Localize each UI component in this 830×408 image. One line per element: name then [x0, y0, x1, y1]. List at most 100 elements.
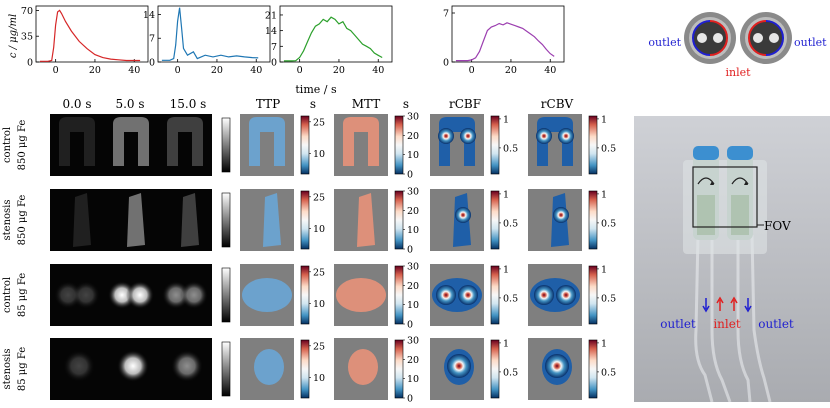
- mtt-region: [336, 278, 386, 312]
- frame-bg: [50, 189, 104, 251]
- schematic-inlet: inlet: [725, 66, 751, 79]
- y-tick-label: 7: [443, 9, 449, 20]
- map-ttp: 25 10: [240, 264, 325, 326]
- map-rcbv: 10.5: [528, 114, 616, 176]
- colorbar-tick-label: 10: [313, 299, 325, 310]
- mtt-region: [348, 349, 378, 385]
- colorbar-tick-label: 1: [503, 114, 509, 125]
- plot-frame: [157, 5, 271, 63]
- header-frame-1: 5.0 s: [115, 97, 144, 111]
- colorbar: [490, 339, 500, 399]
- green-curve-line: [283, 16, 383, 62]
- x-tick-label: 40: [544, 65, 556, 76]
- colorbar: [394, 265, 404, 325]
- frame-bg: [158, 189, 212, 251]
- grayscale-colorbar: [221, 192, 231, 248]
- frame-image: [104, 189, 158, 251]
- row-condition-label: control: [2, 127, 13, 163]
- colorbar-tick-label: 0: [407, 320, 413, 331]
- tube-signal: [59, 117, 95, 166]
- purple-curve-line: [455, 22, 555, 62]
- map-mtt: 30 20 10 0: [334, 112, 419, 181]
- x-tick-label: 20: [505, 65, 517, 76]
- colorbar: [300, 339, 310, 399]
- grayscale-colorbar: [221, 341, 231, 397]
- photo-inlet: inlet: [713, 317, 741, 331]
- frame-image: [50, 114, 104, 176]
- y-tick-label: 0: [271, 58, 277, 69]
- map-ttp: 25 10: [240, 189, 325, 251]
- map-mtt: 30 20 10 0: [334, 262, 419, 331]
- y-tick-label: 14: [265, 26, 277, 37]
- x-tick-label: 0: [175, 65, 181, 76]
- colorbar-tick-label: 1: [601, 264, 607, 275]
- map-mtt: 30 20 10 0: [334, 187, 419, 256]
- photo-outlet-left: outlet: [660, 317, 696, 331]
- y-tick-label: 7: [149, 34, 155, 45]
- y-tick-label: 0: [149, 58, 155, 69]
- hotspot: [455, 207, 471, 223]
- colorbar: [588, 190, 598, 250]
- map-ttp: 25 10: [240, 114, 325, 176]
- colorbar-tick-label: 10: [407, 150, 419, 161]
- y-tick-label: 7: [271, 42, 277, 53]
- ttp-region: [254, 349, 284, 385]
- ttp-region: [263, 193, 281, 247]
- colorbar: [300, 115, 310, 175]
- x-tick-label: 40: [128, 65, 140, 76]
- phantom-photo: [634, 116, 830, 403]
- colorbar-tick-label: 1: [503, 264, 509, 275]
- row-condition-label: stenosis: [2, 349, 13, 390]
- image-grid: control 850 μg Fe 2510302010010.510.5steno…: [2, 112, 616, 405]
- y-tick-label: 0: [443, 58, 449, 69]
- frame-image: [104, 264, 158, 326]
- x-tick-label: 40: [250, 65, 262, 76]
- colorbar: [490, 190, 500, 250]
- colorbar-tick-label: 0: [407, 394, 413, 405]
- row-dose-label: 850 μg Fe: [17, 120, 28, 171]
- tube-signal: [181, 193, 199, 247]
- map-rcbf: 10.5: [430, 114, 518, 176]
- colorbar-tick-label: 20: [407, 131, 419, 142]
- header-mtt: MTT: [352, 97, 381, 111]
- header-ttp-unit: s: [310, 97, 316, 111]
- colorbar-tick-label: 10: [407, 225, 419, 236]
- photo-fov-label: FOV: [764, 219, 791, 233]
- hotspot-right: [556, 285, 576, 305]
- y-tick-label: 35: [21, 32, 33, 43]
- red-curve-line: [39, 9, 141, 62]
- purple-curve-panel: 0 20 40 0 7: [443, 5, 565, 76]
- hotspot-left: [534, 285, 554, 305]
- hotspot-left: [436, 285, 456, 305]
- x-tick-label: 20: [89, 65, 101, 76]
- blob: [171, 350, 203, 382]
- schematic-outlet-left: outlet: [648, 36, 681, 49]
- tube-signal: [127, 193, 145, 247]
- colorbar-tick-label: 30: [407, 262, 419, 273]
- colorbar: [394, 339, 404, 399]
- ttp-region: [242, 278, 292, 312]
- blob-right: [180, 281, 208, 309]
- colorbar-tick-label: 0.5: [601, 367, 616, 378]
- colorbar-tick-label: 0.5: [601, 218, 616, 229]
- map-rcbv: 10.5: [528, 264, 616, 326]
- blue-curve-panel: 0 20 40 0 7 14: [143, 5, 271, 76]
- tube-signal: [113, 117, 149, 166]
- tube-signal: [73, 193, 91, 247]
- mtt-region: [357, 193, 375, 247]
- header-frame-2: 15.0 s: [170, 97, 207, 111]
- hotspot-right: [558, 128, 574, 144]
- colorbar-tick-label: 0.5: [503, 293, 518, 304]
- mtt-region: [343, 117, 379, 166]
- row-condition-label: control: [2, 277, 13, 313]
- colorbar: [588, 339, 598, 399]
- blob: [63, 350, 95, 382]
- x-tick-label: 20: [211, 65, 223, 76]
- frame-image: [158, 189, 212, 251]
- hotspot-right: [458, 285, 478, 305]
- x-tick-label: 0: [469, 65, 475, 76]
- frame-image: [158, 264, 212, 326]
- colorbar: [300, 265, 310, 325]
